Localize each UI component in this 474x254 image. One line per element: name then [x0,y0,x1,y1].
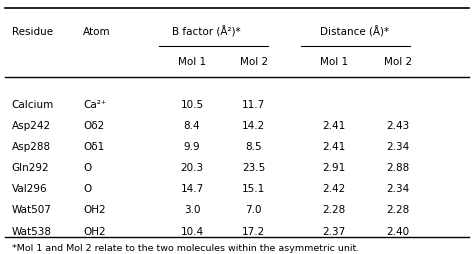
Text: O: O [83,162,91,172]
Text: Asp242: Asp242 [12,120,51,130]
Text: Gln292: Gln292 [12,162,49,172]
Text: 2.88: 2.88 [386,162,410,172]
Text: Wat538: Wat538 [12,226,52,236]
Text: Calcium: Calcium [12,99,54,109]
Text: 8.4: 8.4 [183,120,201,130]
Text: 15.1: 15.1 [242,183,265,194]
Text: 9.9: 9.9 [183,141,201,151]
Text: 17.2: 17.2 [242,226,265,236]
Text: 2.41: 2.41 [322,120,346,130]
Text: Residue: Residue [12,27,53,37]
Text: Mol 2: Mol 2 [239,57,268,67]
Text: Distance (Å)*: Distance (Å)* [320,26,389,37]
Text: O: O [83,183,91,194]
Text: 10.5: 10.5 [181,99,203,109]
Text: Mol 1: Mol 1 [320,57,348,67]
Text: Mol 1: Mol 1 [178,57,206,67]
Text: Atom: Atom [83,27,110,37]
Text: *Mol 1 and Mol 2 relate to the two molecules within the asymmetric unit.: *Mol 1 and Mol 2 relate to the two molec… [12,243,359,252]
Text: 10.4: 10.4 [181,226,203,236]
Text: 2.28: 2.28 [322,204,346,215]
Text: 11.7: 11.7 [242,99,265,109]
Text: Oδ1: Oδ1 [83,141,104,151]
Text: 20.3: 20.3 [181,162,203,172]
Text: 2.37: 2.37 [322,226,346,236]
Text: 2.91: 2.91 [322,162,346,172]
Text: Ca²⁺: Ca²⁺ [83,99,106,109]
Text: OH2: OH2 [83,226,106,236]
Text: 2.34: 2.34 [386,183,410,194]
Text: Val296: Val296 [12,183,47,194]
Text: 2.42: 2.42 [322,183,346,194]
Text: 7.0: 7.0 [246,204,262,215]
Text: OH2: OH2 [83,204,106,215]
Text: Wat507: Wat507 [12,204,52,215]
Text: 2.43: 2.43 [386,120,410,130]
Text: 2.41: 2.41 [322,141,346,151]
Text: Oδ2: Oδ2 [83,120,104,130]
Text: Mol 2: Mol 2 [384,57,412,67]
Text: 14.7: 14.7 [180,183,204,194]
Text: 14.2: 14.2 [242,120,265,130]
Text: 2.34: 2.34 [386,141,410,151]
Text: 23.5: 23.5 [242,162,265,172]
Text: 2.40: 2.40 [387,226,410,236]
Text: 2.28: 2.28 [386,204,410,215]
Text: Asp288: Asp288 [12,141,51,151]
Text: B factor (Å²)*: B factor (Å²)* [172,26,240,37]
Text: 3.0: 3.0 [184,204,200,215]
Text: 8.5: 8.5 [245,141,262,151]
